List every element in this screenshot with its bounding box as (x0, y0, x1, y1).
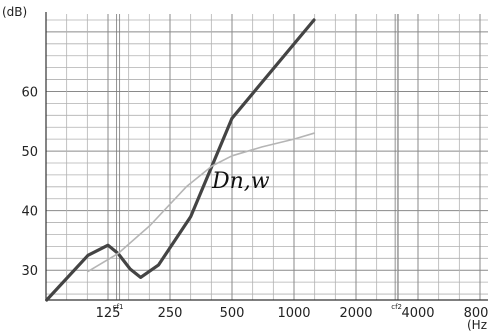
series-group (45, 18, 316, 302)
x-tick-label: 250 (158, 306, 183, 321)
y-tick-label: 40 (21, 205, 38, 220)
x-tick-label: 500 (220, 306, 245, 321)
cf-label: cf2 (391, 303, 402, 311)
y-unit-label: (dB) (2, 5, 27, 19)
labels-group: 30 40 50 60 (dB) 125 250 500 1000 2000 4000 800 cf1 c… (2, 5, 488, 331)
series-line-2 (87, 132, 315, 273)
x-tick-label: 800 (464, 306, 488, 321)
x-tick-label: 2000 (339, 306, 372, 321)
x-unit-label: (Hz (467, 318, 487, 331)
grid (45, 12, 488, 301)
series-name-label: Dn,w (211, 169, 270, 194)
x-tick-label: 1000 (277, 306, 310, 321)
y-tick-label: 60 (21, 85, 38, 100)
y-tick-label: 30 (21, 264, 38, 279)
x-tick-label: 125 (96, 306, 121, 321)
cf-label: cf1 (113, 303, 124, 311)
y-tick-label: 50 (21, 145, 38, 160)
x-tick-label: 4000 (401, 306, 434, 321)
